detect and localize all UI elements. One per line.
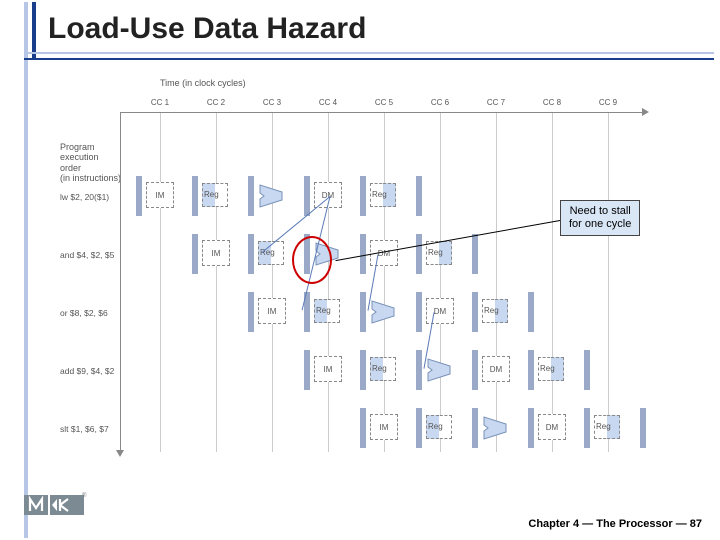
pipe-bar xyxy=(528,292,534,332)
instr-3: or $8, $2, $6 xyxy=(60,308,108,318)
cycle-axis-1 xyxy=(160,112,161,452)
y-axis xyxy=(120,112,121,452)
cycle-label-8: CC 8 xyxy=(527,98,577,107)
cycle-axis-4 xyxy=(328,112,329,452)
cycle-label-2: CC 2 xyxy=(191,98,241,107)
pipe-bar xyxy=(192,234,198,274)
pipe-bar xyxy=(472,408,478,448)
pipe-bar xyxy=(472,292,478,332)
cycle-axis-6 xyxy=(440,112,441,452)
time-header: Time (in clock cycles) xyxy=(160,78,246,88)
cycle-label-3: CC 3 xyxy=(247,98,297,107)
cycle-axis-3 xyxy=(272,112,273,452)
cycle-axis-7 xyxy=(496,112,497,452)
pipe-bar xyxy=(472,350,478,390)
pipeline-diagram: Time (in clock cycles) Program execution … xyxy=(60,72,690,472)
pipe-bar xyxy=(416,176,422,216)
cycle-axis-5 xyxy=(384,112,385,452)
cycle-label-7: CC 7 xyxy=(471,98,521,107)
pipe-bar xyxy=(360,408,366,448)
cycle-axis-9 xyxy=(608,112,609,452)
pipe-bar xyxy=(528,408,534,448)
stage-im: IM xyxy=(202,240,230,266)
stage-alu xyxy=(426,355,456,385)
pipe-bar xyxy=(360,292,366,332)
stage-im: IM xyxy=(258,298,286,324)
pipe-bar xyxy=(416,292,422,332)
program-header: Program execution order (in instructions… xyxy=(60,142,140,183)
stage-alu xyxy=(482,413,512,443)
title-hline xyxy=(24,58,714,60)
stage-dm: DM xyxy=(538,414,566,440)
callout-box: Need to stall for one cycle xyxy=(560,200,640,236)
instr-4: add $9, $4, $2 xyxy=(60,366,114,376)
cycle-label-5: CC 5 xyxy=(359,98,409,107)
instr-1: lw $2, 20($1) xyxy=(60,192,109,202)
page-title: Load-Use Data Hazard xyxy=(48,12,366,45)
pipe-bar xyxy=(584,350,590,390)
stage-im: IM xyxy=(314,356,342,382)
cycle-axis-2 xyxy=(216,112,217,452)
stage-im: IM xyxy=(370,414,398,440)
instr-2: and $4, $2, $5 xyxy=(60,250,114,260)
stage-dm: DM xyxy=(482,356,510,382)
pipe-bar xyxy=(416,408,422,448)
pipe-bar xyxy=(304,350,310,390)
pipe-bar xyxy=(248,234,254,274)
stage-alu xyxy=(258,181,288,211)
svg-text:®: ® xyxy=(82,492,87,499)
pipe-bar xyxy=(248,176,254,216)
cycle-axis-8 xyxy=(552,112,553,452)
y-axis-arrow xyxy=(116,450,124,457)
pipe-bar xyxy=(416,234,422,274)
pipe-bar xyxy=(528,350,534,390)
footer-text: Chapter 4 — The Processor — 87 xyxy=(528,518,702,530)
x-axis-arrow xyxy=(642,108,649,116)
mk-logo: ® xyxy=(24,491,88,524)
cycle-label-9: CC 9 xyxy=(583,98,633,107)
pipe-bar xyxy=(640,408,646,448)
pipe-bar xyxy=(472,234,478,274)
pipe-bar xyxy=(136,176,142,216)
hazard-ring xyxy=(292,236,332,284)
instr-5: slt $1, $6, $7 xyxy=(60,424,109,434)
stage-dm: DM xyxy=(426,298,454,324)
title-vline-light xyxy=(24,2,28,538)
pipe-bar xyxy=(416,350,422,390)
pipe-bar xyxy=(248,292,254,332)
pipe-bar xyxy=(360,350,366,390)
pipe-bar xyxy=(584,408,590,448)
stage-im: IM xyxy=(146,182,174,208)
pipe-bar xyxy=(192,176,198,216)
title-hline-light xyxy=(24,52,714,54)
x-axis xyxy=(120,112,644,113)
stage-alu xyxy=(370,297,400,327)
pipe-bar xyxy=(360,176,366,216)
cycle-label-4: CC 4 xyxy=(303,98,353,107)
cycle-label-1: CC 1 xyxy=(135,98,185,107)
cycle-label-6: CC 6 xyxy=(415,98,465,107)
pipe-bar xyxy=(304,176,310,216)
